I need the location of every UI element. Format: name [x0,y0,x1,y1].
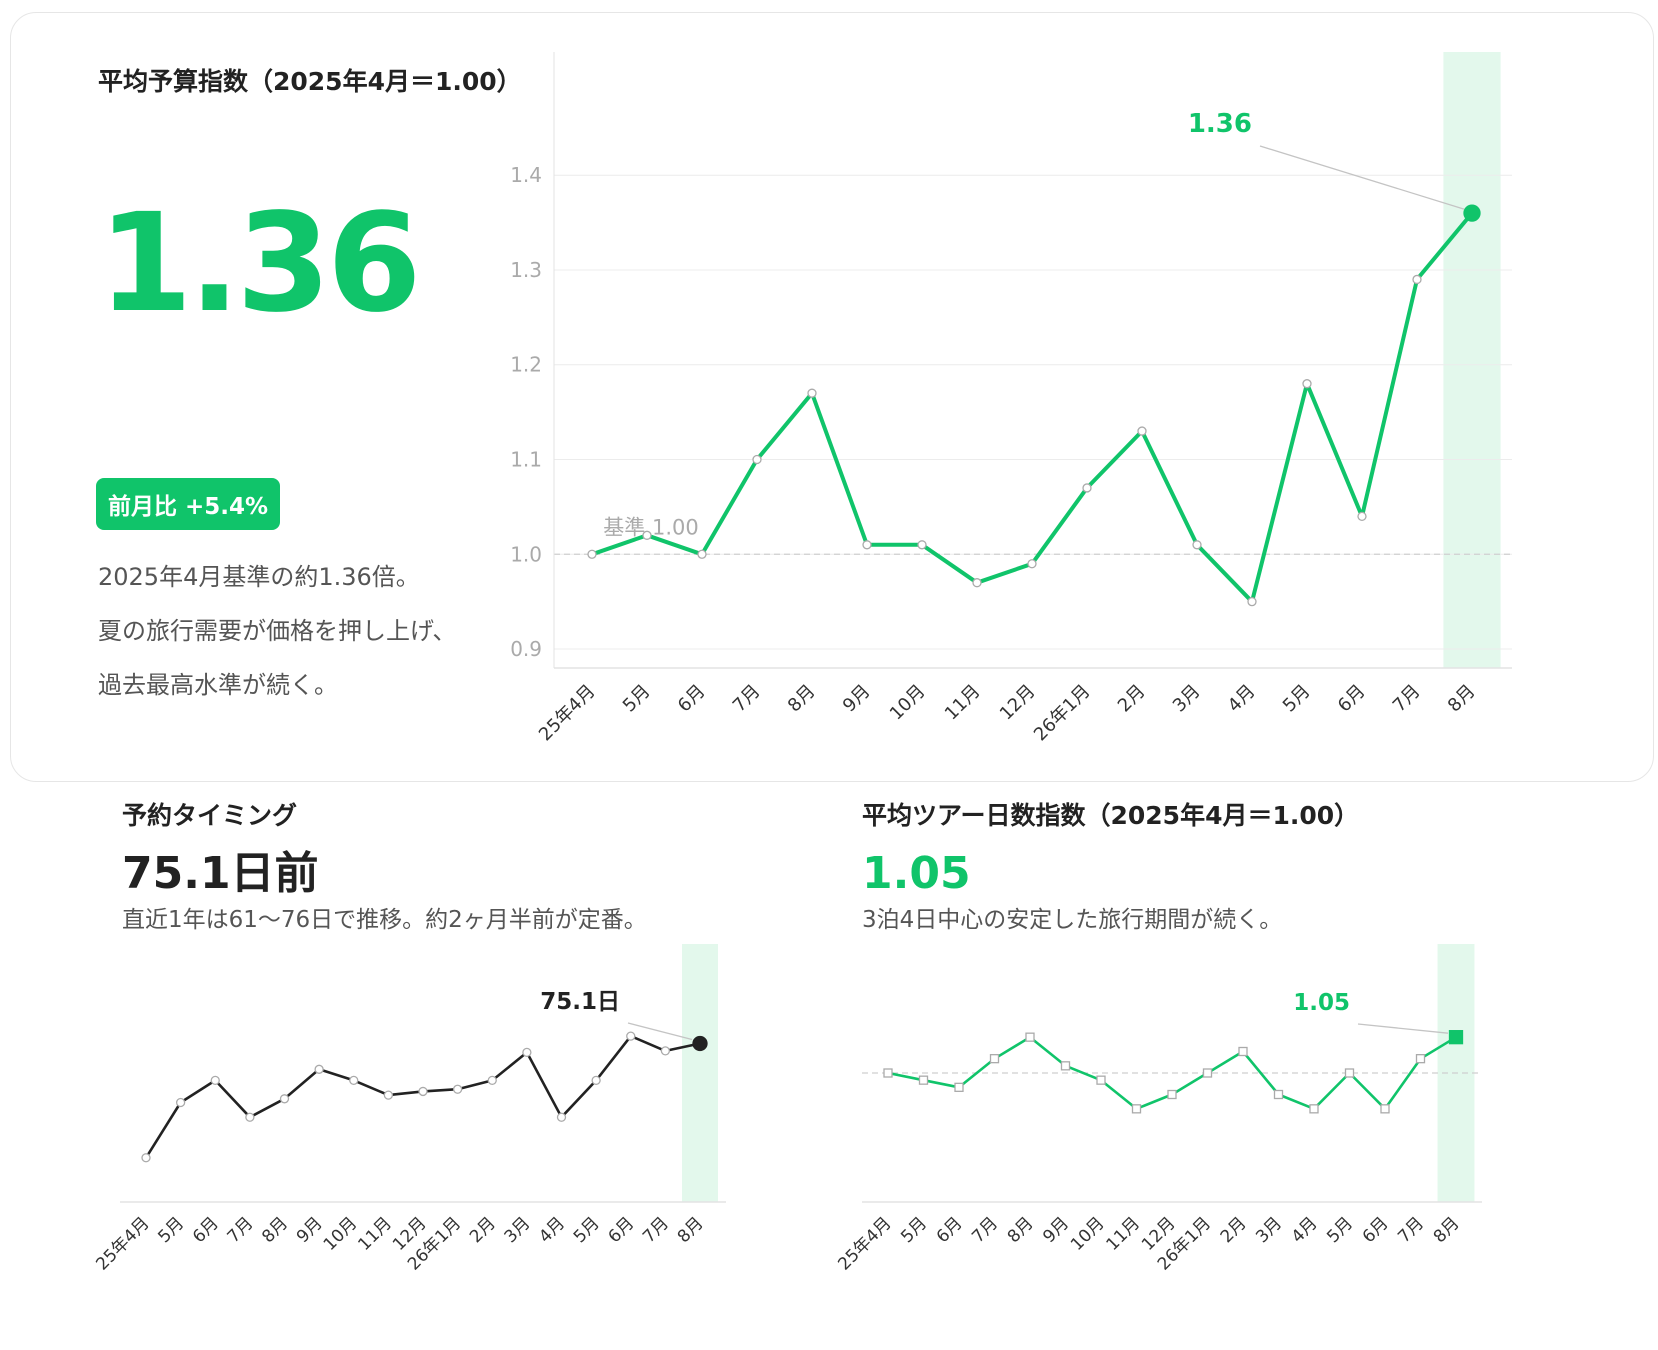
x-tick-label: 4月 [1288,1213,1322,1247]
x-tick-label: 6月 [933,1213,967,1247]
description-line: 夏の旅行需要が価格を押し上げ、 [98,617,457,645]
data-point [1027,559,1037,569]
data-point [917,540,927,550]
x-tick-label: 10月 [1067,1213,1108,1254]
data-point [1344,1068,1355,1078]
data-point [697,549,707,559]
budget-index-value: 1.36 [98,185,422,343]
data-point [1302,379,1312,389]
data-point [383,1090,394,1100]
data-point [1273,1089,1284,1100]
data-point [1415,1054,1426,1064]
data-point [591,1075,601,1086]
x-tick-label: 6月 [1359,1213,1393,1247]
data-point [752,454,762,465]
y-tick-label: 1.3 [510,258,542,282]
data-point [349,1075,359,1086]
booking-timing-value: 75.1日前 [122,848,319,899]
data-point [1096,1075,1106,1085]
data-point [660,1046,671,1056]
data-point [141,1153,151,1163]
budget-index-description: 2025年4月基準の約1.36倍。 夏の旅行需要が価格を押し上げ、 過去最高水準… [98,550,456,712]
data-point [1380,1104,1390,1114]
y-tick-label: 1.0 [510,542,542,566]
data-point [314,1064,324,1074]
data-point [1202,1068,1213,1078]
description-line: 過去最高水準が続く。 [98,671,338,699]
x-tick-label: 7月 [1394,1213,1428,1247]
data-point [918,1075,929,1085]
callout-leader [627,1022,693,1041]
latest-value-label: 1.36 [1188,109,1252,139]
data-point [626,1031,636,1041]
data-point [1192,540,1202,550]
data-point [175,1097,186,1108]
x-tick-label: 5月 [1323,1213,1357,1247]
y-tick-label: 0.9 [510,637,542,661]
x-tick-label: 25年4月 [834,1213,895,1274]
latest-value-label: 75.1日 [540,989,620,1015]
data-point [989,1054,1000,1064]
data-point [1082,483,1092,493]
description-line: 2025年4月基準の約1.36倍。 [98,563,420,591]
latest-point [692,1035,708,1052]
data-point [522,1047,532,1058]
data-point [1238,1046,1248,1057]
data-point [279,1094,290,1104]
y-tick-label: 1.4 [510,163,542,187]
booking-timing-title: 予約タイミング [122,801,298,830]
budget-index-title: 平均予算指数（2025年4月＝1.00） [98,67,522,96]
y-tick-label: 1.2 [510,353,542,377]
callout-leader [1259,145,1465,210]
data-point [954,1082,964,1092]
x-tick-label: 8月 [1004,1213,1038,1247]
booking-timing-description: 直近1年は61〜76日で推移。約2ヶ月半前が定番。 [122,907,647,933]
latest-value-label: 1.05 [1293,990,1350,1016]
y-tick-label: 1.1 [510,448,542,472]
latest-point [1448,1030,1464,1045]
data-point [883,1068,893,1078]
month-over-month-badge: 前月比 +5.4% [96,478,281,530]
data-point [972,578,982,588]
x-tick-label: 8月 [1430,1213,1464,1247]
latest-point [1463,204,1481,222]
data-point [556,1112,567,1122]
x-tick-label: 2月 [1217,1213,1251,1247]
data-point [642,530,652,540]
callout-leader [1357,1023,1449,1034]
data-point [1137,426,1147,436]
data-point [587,549,597,559]
x-tick-label: 11月 [1103,1213,1144,1254]
x-tick-label: 5月 [897,1213,931,1247]
latest-month-highlight [681,944,719,1202]
data-point [1309,1104,1319,1114]
data-point [1412,274,1422,285]
data-point [807,388,817,398]
data-point [1357,511,1367,522]
x-tick-label: 7月 [968,1213,1002,1247]
data-point [487,1075,497,1086]
data-point [1247,597,1257,607]
x-tick-label: 3月 [1252,1213,1286,1247]
data-point [1025,1032,1035,1042]
data-point [1060,1061,1071,1071]
budget-index-card [10,12,1654,782]
duration-index-description: 3泊4日中心の安定した旅行期間が続く。 [862,907,1283,933]
data-point [1131,1104,1142,1114]
data-point [862,540,872,550]
data-point [210,1075,220,1086]
duration-index-value: 1.05 [862,848,971,899]
data-point [1167,1089,1177,1100]
latest-month-highlight [1443,52,1501,668]
data-point [418,1086,428,1097]
data-point [452,1084,463,1094]
duration-index-title: 平均ツアー日数指数（2025年4月＝1.00） [862,801,1360,830]
data-point [245,1112,255,1122]
